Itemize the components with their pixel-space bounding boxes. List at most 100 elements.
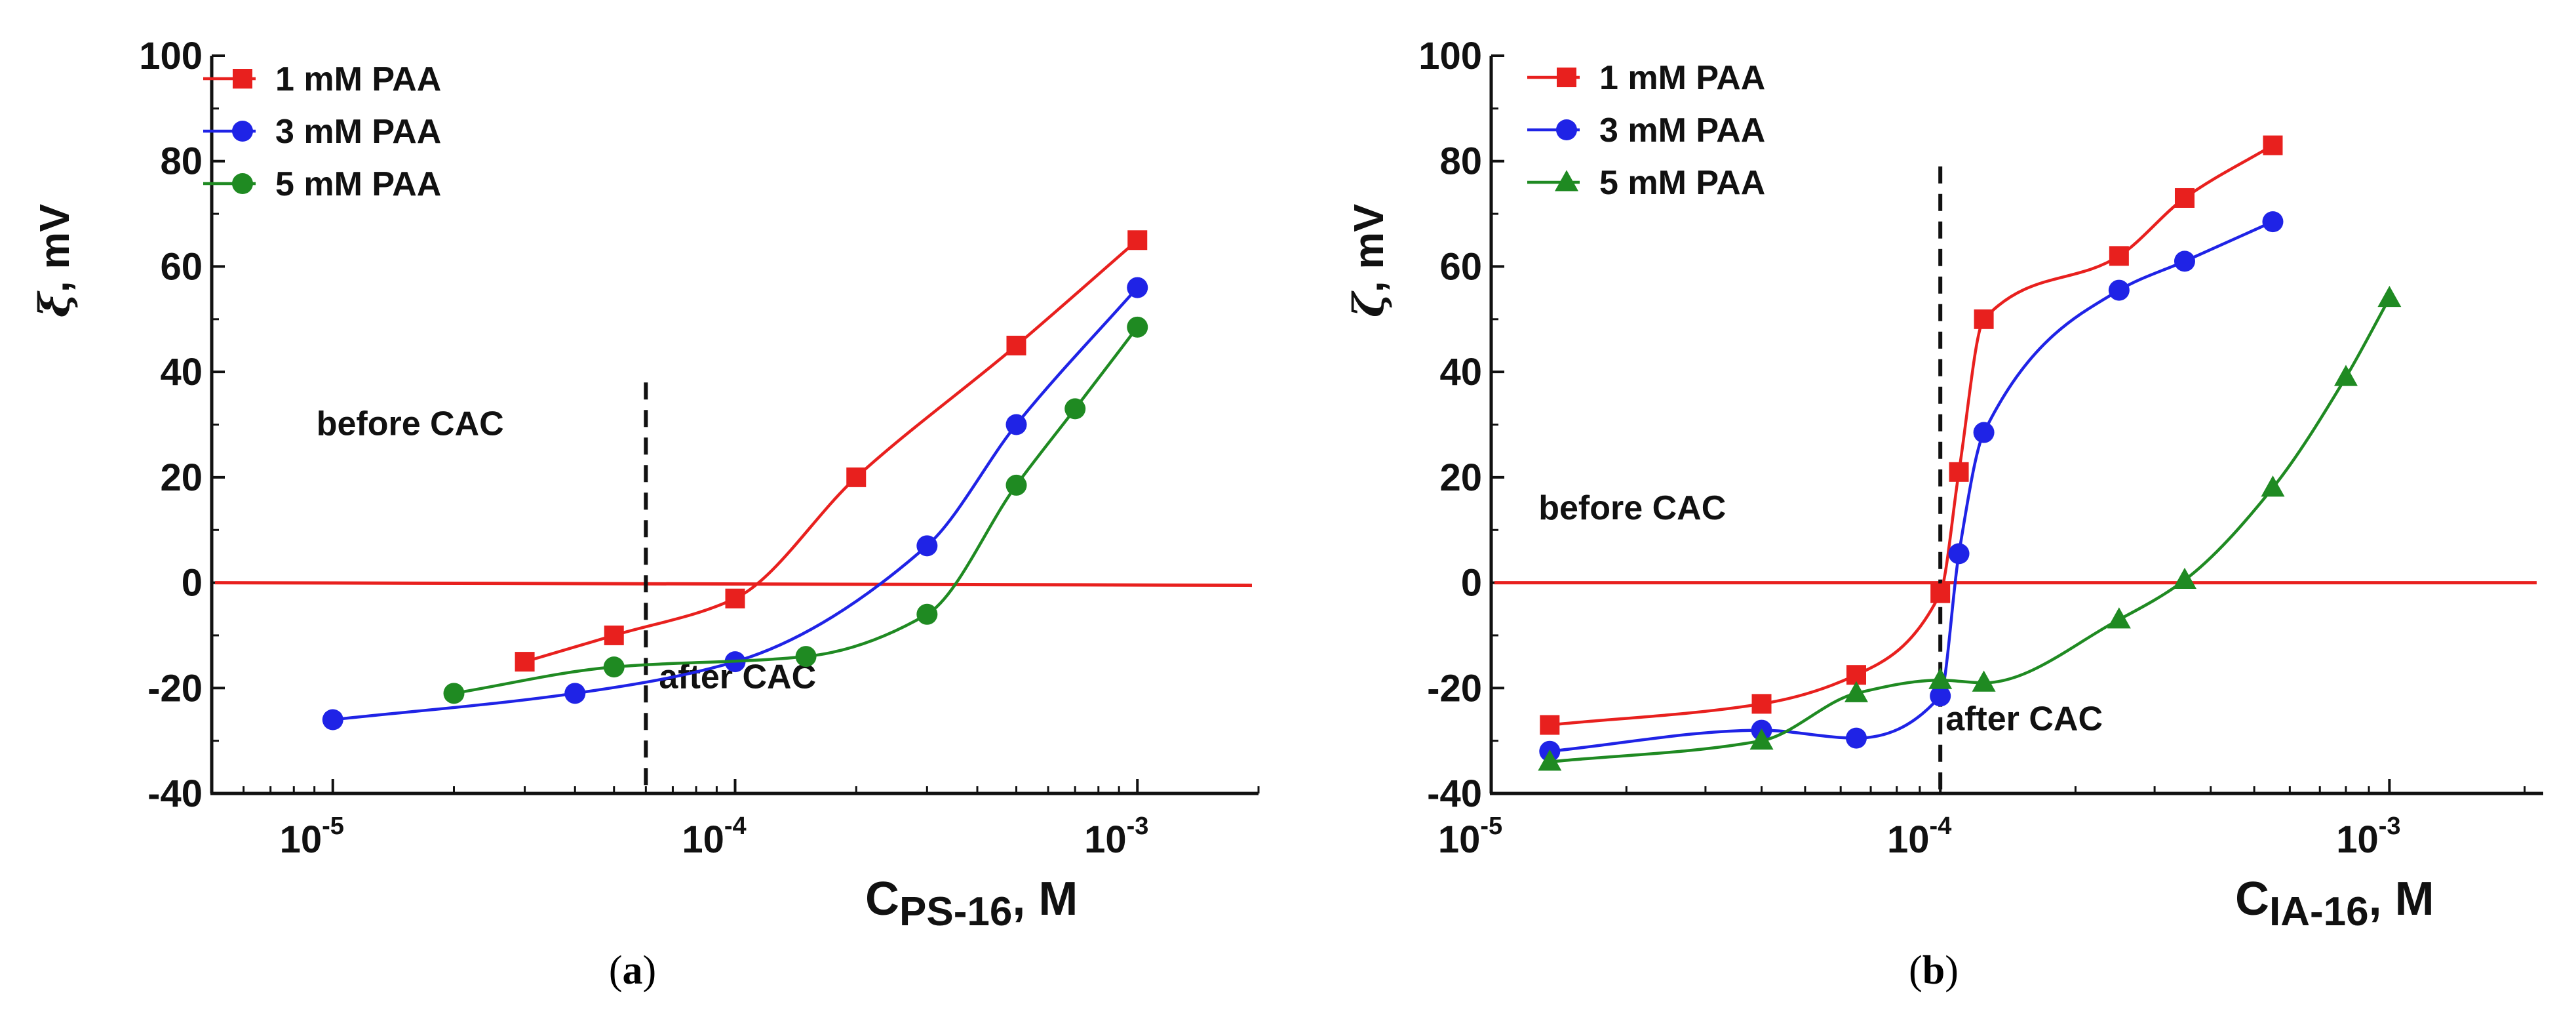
- series-3: [443, 316, 1148, 704]
- x-tick-label: 10-5: [1438, 812, 1502, 861]
- data-point: [1949, 462, 1969, 482]
- data-point: [1845, 727, 1867, 749]
- data-point: [1973, 422, 1995, 443]
- series-line: [1550, 297, 2391, 764]
- data-point: [1005, 414, 1027, 435]
- data-point: [1005, 474, 1027, 496]
- y-tick-label: -20: [1427, 667, 1482, 710]
- data-point: [2174, 250, 2195, 272]
- y-tick-label: 40: [160, 351, 203, 393]
- data-point: [515, 652, 535, 672]
- panel-label: (a): [609, 948, 656, 993]
- legend-entry: 3 mM PAA: [203, 113, 441, 151]
- y-tick-label: -40: [147, 772, 203, 815]
- legend-marker: [233, 69, 252, 89]
- data-point: [2377, 285, 2402, 308]
- series-line: [1550, 220, 2274, 753]
- data-point: [564, 683, 586, 704]
- y-tick-label: 100: [139, 35, 203, 77]
- before-cac-label: before CAC: [317, 405, 504, 443]
- data-point: [916, 603, 938, 625]
- legend-entry: 1 mM PAA: [1527, 59, 1765, 97]
- legend-label: 1 mM PAA: [275, 60, 441, 98]
- legend-entry: 5 mM PAA: [203, 165, 441, 203]
- legend-entry: 1 mM PAA: [203, 60, 441, 98]
- data-point: [846, 467, 867, 487]
- series-3: [1538, 285, 2402, 771]
- y-tick-label: 60: [1439, 245, 1482, 288]
- series-1: [515, 230, 1148, 672]
- x-tick-label: 10-3: [1084, 812, 1148, 861]
- series-1: [1540, 135, 2283, 735]
- data-point: [916, 535, 938, 557]
- y-tick-label: -40: [1427, 772, 1482, 815]
- zero-line: [214, 581, 1253, 588]
- data-point: [604, 625, 624, 645]
- y-axis-title: ξ, mV: [30, 204, 79, 317]
- chart-panel-b: -40 -20 0 20 40 60 80 100 10-5 10-4 10-3 before CAC…: [1344, 35, 2543, 993]
- data-point: [2109, 246, 2129, 266]
- chart-panel-a: -40 -20 0 20 40 60 80 100 10-5 10-4 10-3 before CAC…: [30, 35, 1260, 993]
- legend-marker: [1555, 170, 1578, 191]
- legend-marker: [1556, 119, 1577, 140]
- data-point: [1751, 694, 1772, 714]
- y-tick-label: 0: [182, 562, 203, 605]
- data-point: [1064, 398, 1086, 420]
- data-point: [1948, 543, 1970, 565]
- series-2: [1539, 211, 2284, 762]
- legend-label: 3 mM PAA: [1599, 111, 1765, 150]
- data-point: [1538, 750, 1562, 771]
- data-point: [1972, 670, 1996, 692]
- legend-marker: [232, 173, 253, 194]
- series-line: [332, 287, 1139, 721]
- data-point: [2263, 135, 2283, 155]
- legend-label: 5 mM PAA: [1599, 164, 1765, 202]
- data-point: [2107, 607, 2131, 629]
- data-point: [1006, 335, 1026, 355]
- y-tick-label: 20: [160, 456, 203, 499]
- data-point: [795, 646, 817, 668]
- legend-label: 3 mM PAA: [275, 113, 441, 151]
- y-tick-label: 20: [1439, 456, 1482, 499]
- data-point: [1540, 715, 1560, 735]
- x-tick-label: 10-4: [1887, 812, 1951, 861]
- data-point: [1749, 728, 1774, 750]
- series-line: [524, 239, 1139, 664]
- x-tick-label: 10-5: [280, 812, 344, 861]
- legend-label: 5 mM PAA: [275, 165, 441, 203]
- data-point: [1127, 277, 1148, 298]
- y-axis-title: ζ, mV: [1344, 204, 1394, 317]
- panel-label: (b): [1909, 948, 1959, 993]
- legend-label: 1 mM PAA: [1599, 59, 1765, 97]
- data-point: [2262, 211, 2284, 233]
- y-tick-label: 60: [160, 245, 203, 288]
- series-line: [1550, 144, 2274, 727]
- x-axis-title: CIA-16, M: [2235, 873, 2434, 934]
- y-tick-label: 80: [160, 140, 203, 183]
- data-point: [2172, 567, 2196, 590]
- y-tick-label: 40: [1439, 351, 1482, 393]
- x-tick-label: 10-3: [2336, 812, 2400, 861]
- after-cac-label: after CAC: [1945, 700, 2103, 738]
- data-point: [2174, 188, 2195, 208]
- x-axis-title: CPS-16, M: [865, 873, 1078, 934]
- legend-entry: 5 mM PAA: [1527, 164, 1765, 202]
- y-tick-label: -20: [147, 667, 203, 710]
- data-point: [322, 709, 343, 731]
- legend-entry: 3 mM PAA: [1527, 111, 1765, 150]
- before-cac-label: before CAC: [1538, 489, 1726, 527]
- data-point: [1928, 668, 1953, 689]
- legend-marker: [1557, 68, 1576, 87]
- data-point: [443, 683, 465, 704]
- data-point: [1127, 230, 1148, 250]
- data-point: [2333, 365, 2358, 386]
- y-tick-label: 80: [1439, 140, 1482, 183]
- y-tick-label: 100: [1418, 35, 1482, 77]
- data-point: [2261, 475, 2285, 497]
- x-tick-label: 10-4: [682, 812, 746, 861]
- data-point: [1930, 685, 1951, 707]
- legend-marker: [232, 121, 253, 142]
- data-point: [1844, 681, 1868, 702]
- data-point: [1974, 309, 1994, 329]
